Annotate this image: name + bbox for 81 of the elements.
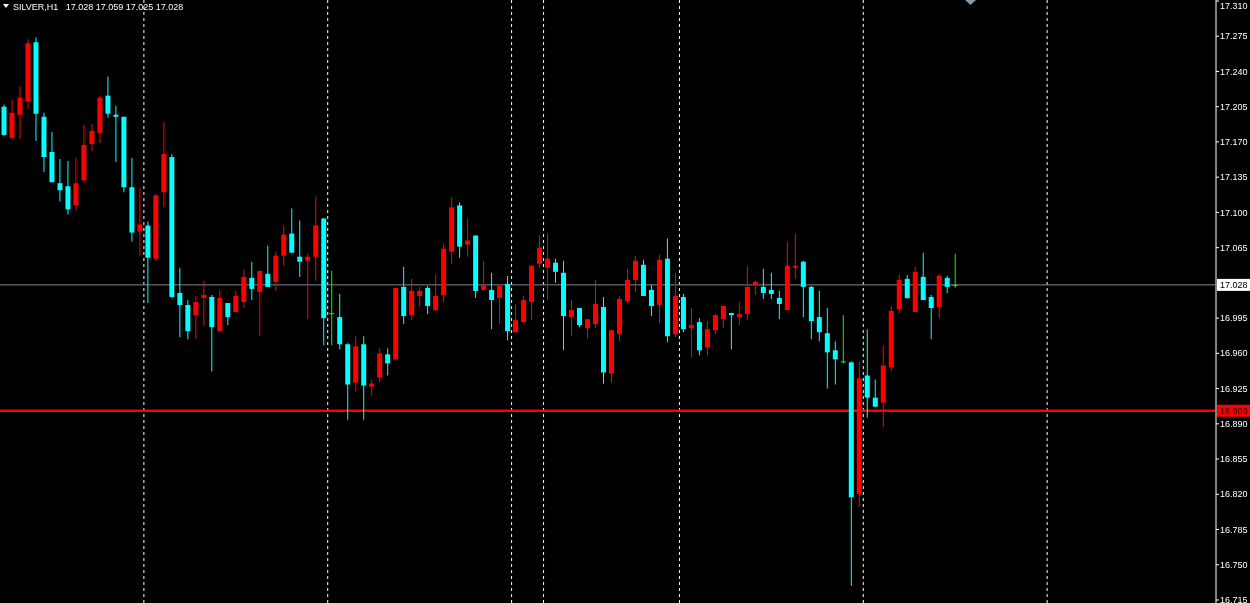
candlestick: [840, 314, 846, 364]
y-tick-label: 16.750: [1220, 559, 1248, 570]
candlestick: [225, 302, 231, 326]
y-tick-label: 16.960: [1220, 348, 1248, 359]
candlestick: [105, 76, 111, 119]
candlestick: [728, 312, 734, 350]
candlestick: [704, 320, 710, 356]
candlestick: [417, 286, 423, 308]
candlestick: [513, 303, 519, 333]
candlestick: [824, 307, 830, 390]
candlestick: [585, 318, 591, 339]
candlestick: [736, 301, 742, 326]
candlestick: [465, 217, 471, 258]
candlestick: [577, 307, 583, 328]
candlestick: [792, 233, 798, 280]
candlestick: [872, 379, 878, 408]
candlestick: [249, 261, 255, 301]
ref-line-label: 16.903: [1220, 405, 1248, 416]
candlestick: [193, 295, 199, 340]
candlestick: [425, 285, 431, 315]
y-tick-label: 16.715: [1220, 595, 1248, 603]
candlestick: [481, 260, 487, 292]
y-tick-label: 16.890: [1220, 418, 1248, 429]
candlestick: [864, 328, 870, 419]
y-tick-label: 17.170: [1220, 137, 1248, 148]
candlestick: [688, 307, 694, 358]
candlestick: [329, 270, 335, 346]
y-tick-label: 17.135: [1220, 172, 1248, 183]
candlestick: [289, 207, 295, 254]
candlestick: [113, 105, 119, 163]
y-tick-label: 17.065: [1220, 242, 1248, 253]
candlestick: [593, 279, 599, 329]
candlestick: [569, 299, 575, 337]
candlestick: [89, 123, 95, 152]
y-tick-label: 16.925: [1220, 383, 1248, 394]
candlestick: [624, 268, 630, 304]
y-tick-label: 17.310: [1220, 1, 1248, 12]
candlestick: [281, 225, 287, 267]
y-tick-label: 17.240: [1220, 66, 1248, 77]
candlestick: [952, 253, 958, 289]
candlestick: [712, 313, 718, 335]
candlestick: [497, 285, 503, 325]
candlestick: [433, 274, 439, 312]
y-tick-label: 16.820: [1220, 489, 1248, 500]
y-tick-label: 17.100: [1220, 207, 1248, 218]
candlestick: [553, 258, 559, 284]
candlestick: [489, 272, 495, 330]
candlestick: [305, 253, 311, 320]
candlestick: [832, 340, 838, 386]
candlestick: [928, 294, 934, 340]
candlestick: [632, 255, 638, 293]
candlestick: [545, 233, 551, 301]
candlestick: [760, 268, 766, 300]
ref-line-label: 17.028: [1220, 280, 1248, 291]
candlestick: [521, 295, 527, 324]
candlestick: [137, 187, 143, 257]
candlestick: [537, 235, 543, 269]
candlestick: [904, 274, 910, 300]
candlestick: [297, 219, 303, 278]
y-tick-label: 17.205: [1220, 101, 1248, 112]
candlestick: [257, 270, 263, 337]
chart-subtitle: 17.028 17.059 17.025 17.028: [65, 2, 184, 12]
candlestick: [17, 86, 23, 140]
candlestick: [648, 284, 654, 317]
y-tick-label: 16.855: [1220, 454, 1248, 465]
candlestick: [57, 158, 63, 202]
candlestick: [816, 290, 822, 342]
candlestick: [177, 267, 183, 338]
candlestick: [776, 290, 782, 320]
candlestick: [201, 280, 207, 327]
y-tick-label: 16.785: [1220, 524, 1248, 535]
candlestick: [768, 272, 774, 300]
chart-title: SILVER,H1: [13, 2, 59, 12]
candlestick: [73, 157, 79, 211]
candlestick: [265, 245, 271, 288]
candlestick: [720, 305, 726, 329]
candlestick: [920, 252, 926, 301]
candlestick: [385, 347, 391, 376]
y-tick-label: 17.275: [1220, 31, 1248, 42]
candlestick: [65, 160, 71, 215]
y-tick-label: 16.995: [1220, 313, 1248, 324]
